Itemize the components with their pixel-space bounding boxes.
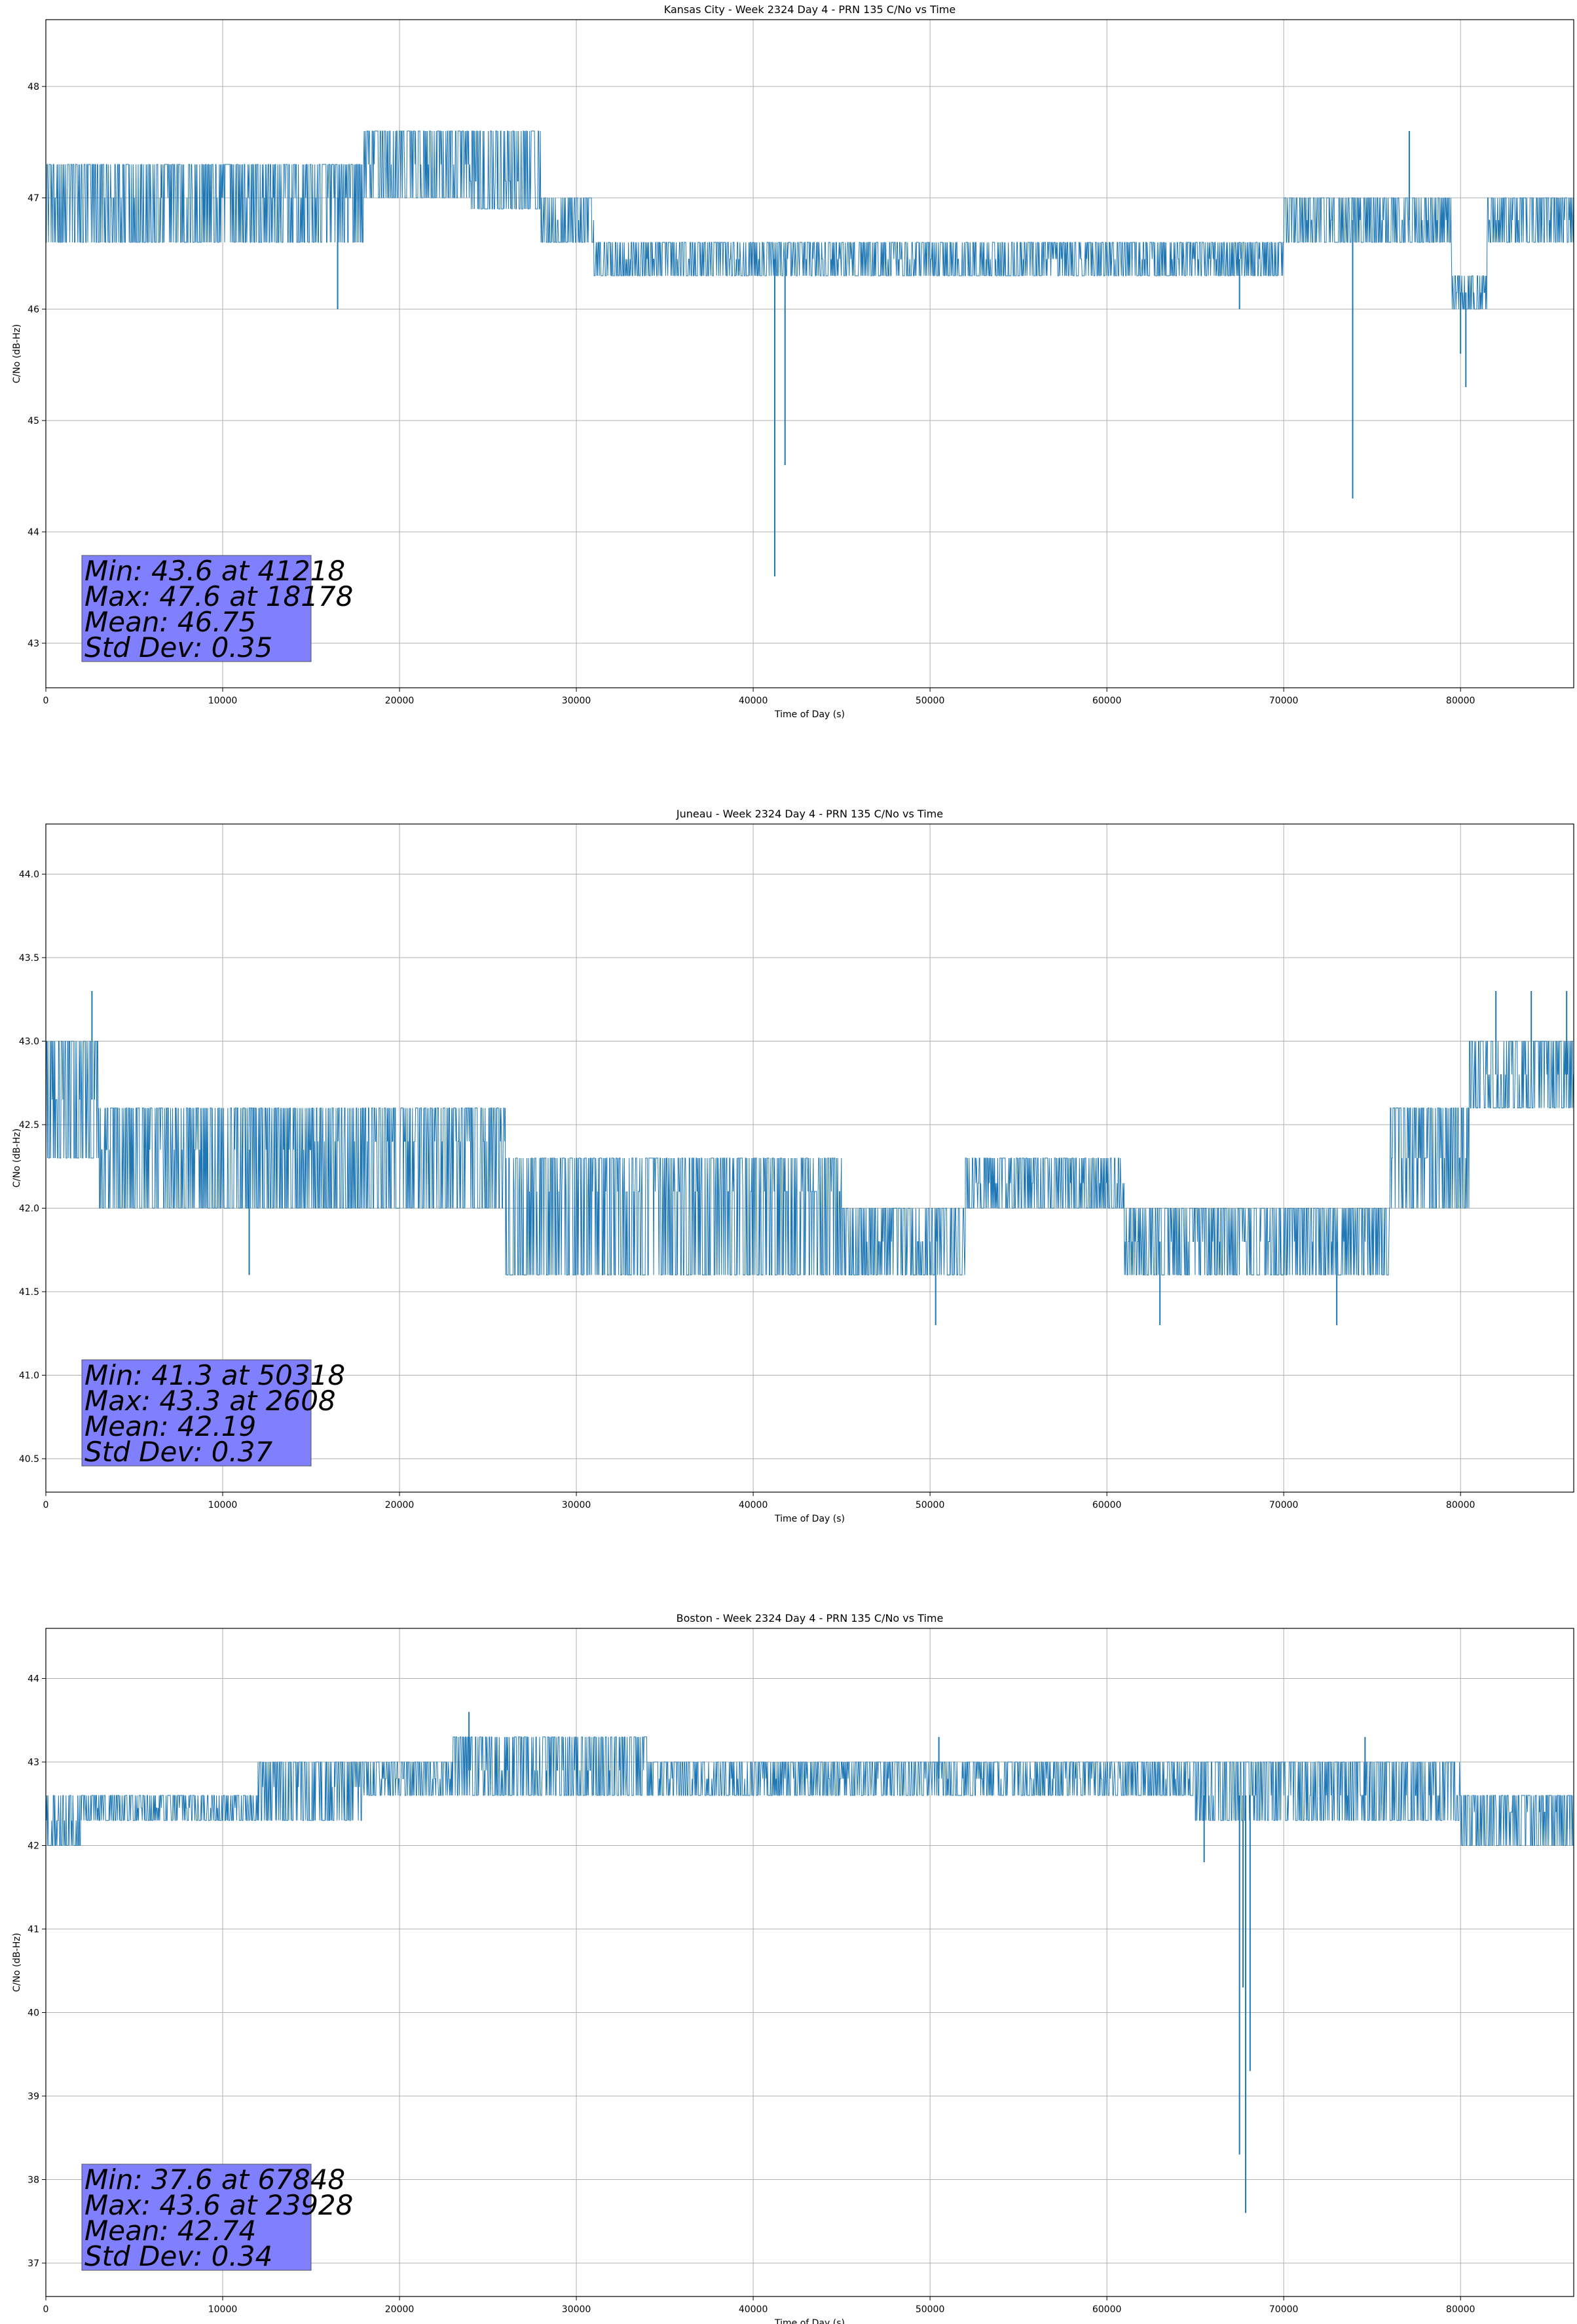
chart-title: Boston - Week 2324 Day 4 - PRN 135 C/No … bbox=[677, 1612, 944, 1624]
x-tick-label: 80000 bbox=[1446, 696, 1475, 706]
y-axis-label: C/No (dB-Hz) bbox=[12, 1933, 22, 1992]
y-tick-label: 41.5 bbox=[19, 1287, 39, 1298]
stats-line: Std Dev: 0.34 bbox=[84, 2240, 272, 2272]
y-tick-label: 44.0 bbox=[19, 870, 39, 880]
x-tick-label: 40000 bbox=[739, 696, 768, 706]
y-tick-label: 40.5 bbox=[19, 1454, 39, 1465]
stats-line: Max: 43.3 at 2608 bbox=[84, 1385, 336, 1417]
y-tick-label: 45 bbox=[28, 416, 39, 426]
y-axis-label: C/No (dB-Hz) bbox=[12, 324, 22, 383]
y-tick-label: 40 bbox=[28, 2008, 39, 2019]
y-tick-label: 43.5 bbox=[19, 953, 39, 964]
chart-0: 0 10000 20000 30000 40000 50000 60000 70000 8000… bbox=[12, 3, 1574, 720]
y-tick-label: 42.5 bbox=[19, 1120, 39, 1131]
stats-line: Min: 37.6 at 67848 bbox=[84, 2164, 345, 2196]
x-tick-label: 70000 bbox=[1269, 2304, 1299, 2315]
x-tick-label: 40000 bbox=[739, 1500, 768, 1510]
x-tick-label: 80000 bbox=[1446, 2304, 1475, 2315]
y-tick-label: 42.0 bbox=[19, 1204, 39, 1214]
x-tick-label: 70000 bbox=[1269, 1500, 1299, 1510]
stats-line: Mean: 46.75 bbox=[84, 606, 256, 638]
x-tick-label: 40000 bbox=[739, 2304, 768, 2315]
stats-box bbox=[81, 555, 312, 662]
stats-line: Min: 41.3 at 50318 bbox=[84, 1359, 345, 1391]
x-tick-label: 50000 bbox=[916, 696, 945, 706]
stats-box bbox=[81, 2164, 312, 2271]
x-tick-label: 60000 bbox=[1092, 696, 1122, 706]
x-tick-label: 20000 bbox=[385, 2304, 415, 2315]
y-tick-label: 38 bbox=[28, 2175, 39, 2186]
x-tick-label: 30000 bbox=[562, 696, 591, 706]
x-tick-label: 0 bbox=[43, 696, 49, 706]
stats-box bbox=[81, 1359, 312, 1467]
stats-line: Min: 43.6 at 41218 bbox=[84, 555, 345, 587]
stats-line: Std Dev: 0.37 bbox=[84, 1436, 272, 1468]
x-tick-label: 0 bbox=[43, 2304, 49, 2315]
x-tick-label: 10000 bbox=[208, 1500, 238, 1510]
y-tick-label: 47 bbox=[28, 193, 39, 204]
y-tick-label: 43 bbox=[28, 1757, 39, 1768]
x-tick-label: 60000 bbox=[1092, 1500, 1122, 1510]
series-line bbox=[46, 130, 1574, 576]
y-tick-label: 37 bbox=[28, 2258, 39, 2269]
y-tick-label: 41.0 bbox=[19, 1371, 39, 1381]
x-axis-label: Time of Day (s) bbox=[774, 1514, 845, 1524]
chart-title: Kansas City - Week 2324 Day 4 - PRN 135 … bbox=[664, 3, 955, 16]
y-tick-label: 39 bbox=[28, 2091, 39, 2102]
chart-2: 0 10000 20000 30000 40000 50000 60000 70000 8000… bbox=[12, 1612, 1574, 2324]
series-path bbox=[46, 1041, 1574, 1275]
x-tick-label: 70000 bbox=[1269, 696, 1299, 706]
y-tick-label: 43.0 bbox=[19, 1037, 39, 1047]
series-path bbox=[46, 1736, 1574, 1846]
series-path bbox=[46, 130, 1574, 310]
stats-line: Mean: 42.74 bbox=[84, 2215, 256, 2247]
axes-frame bbox=[45, 823, 1574, 1493]
stats-line: Std Dev: 0.35 bbox=[84, 631, 272, 664]
stats-line: Mean: 42.19 bbox=[84, 1410, 256, 1442]
y-tick-label: 46 bbox=[28, 305, 39, 315]
x-tick-label: 30000 bbox=[562, 1500, 591, 1510]
x-tick-label: 50000 bbox=[916, 2304, 945, 2315]
axes-frame bbox=[45, 19, 1574, 688]
y-tick-label: 42 bbox=[28, 1841, 39, 1852]
y-tick-label: 43 bbox=[28, 639, 39, 649]
x-tick-label: 60000 bbox=[1092, 2304, 1122, 2315]
x-tick-label: 50000 bbox=[916, 1500, 945, 1510]
x-axis-label: Time of Day (s) bbox=[774, 2318, 845, 2324]
y-tick-label: 48 bbox=[28, 82, 39, 92]
y-tick-label: 41 bbox=[28, 1924, 39, 1935]
x-tick-label: 0 bbox=[43, 1500, 49, 1510]
stats-line: Max: 47.6 at 18178 bbox=[84, 580, 353, 612]
x-axis-label: Time of Day (s) bbox=[774, 709, 845, 720]
chart-title: Juneau - Week 2324 Day 4 - PRN 135 C/No … bbox=[676, 808, 943, 820]
stats-line: Max: 43.6 at 23928 bbox=[84, 2189, 353, 2221]
y-tick-label: 44 bbox=[28, 1674, 39, 1685]
x-tick-label: 20000 bbox=[385, 1500, 415, 1510]
axes-frame bbox=[45, 1628, 1574, 2297]
series-line bbox=[46, 1712, 1574, 2213]
x-tick-label: 30000 bbox=[562, 2304, 591, 2315]
chart-1: 0 10000 20000 30000 40000 50000 60000 70000 8000… bbox=[12, 808, 1574, 1524]
x-tick-label: 10000 bbox=[208, 696, 238, 706]
x-tick-label: 10000 bbox=[208, 2304, 238, 2315]
y-tick-label: 44 bbox=[28, 527, 39, 538]
y-axis-label: C/No (dB-Hz) bbox=[12, 1129, 22, 1188]
x-tick-label: 20000 bbox=[385, 696, 415, 706]
x-tick-label: 80000 bbox=[1446, 1500, 1475, 1510]
series-line bbox=[46, 991, 1574, 1325]
